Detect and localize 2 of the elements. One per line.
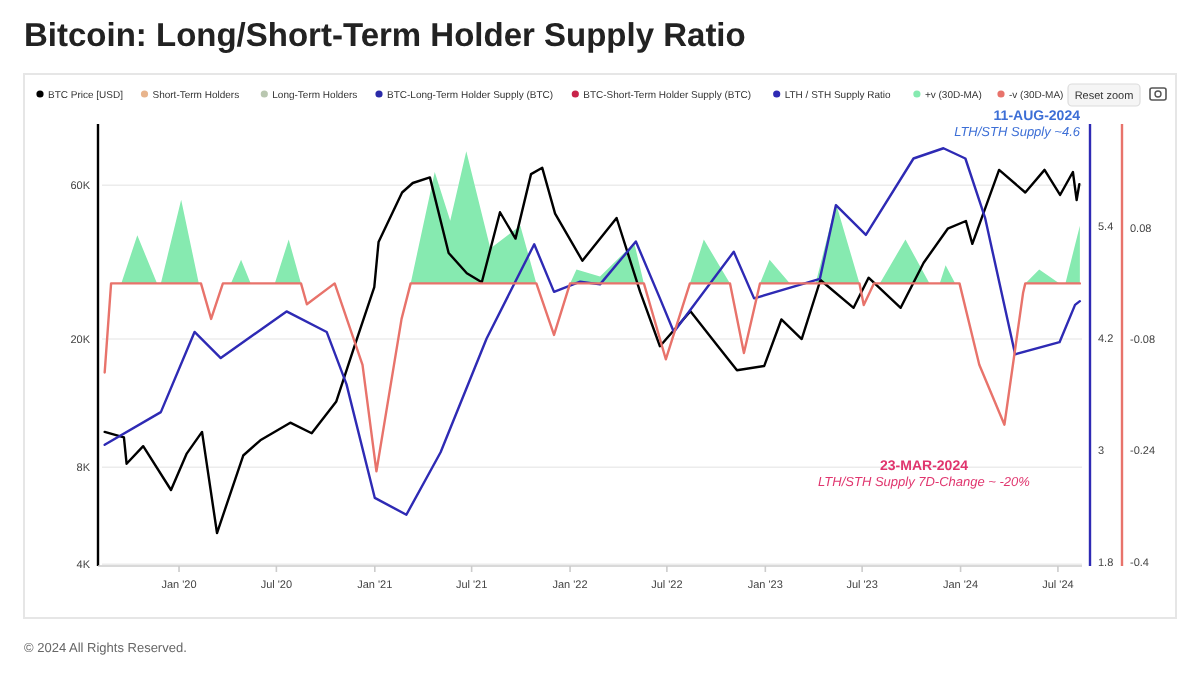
chart-title: Bitcoin: Long/Short-Term Holder Supply Ratio bbox=[24, 18, 746, 54]
line-series bbox=[103, 282, 1082, 473]
